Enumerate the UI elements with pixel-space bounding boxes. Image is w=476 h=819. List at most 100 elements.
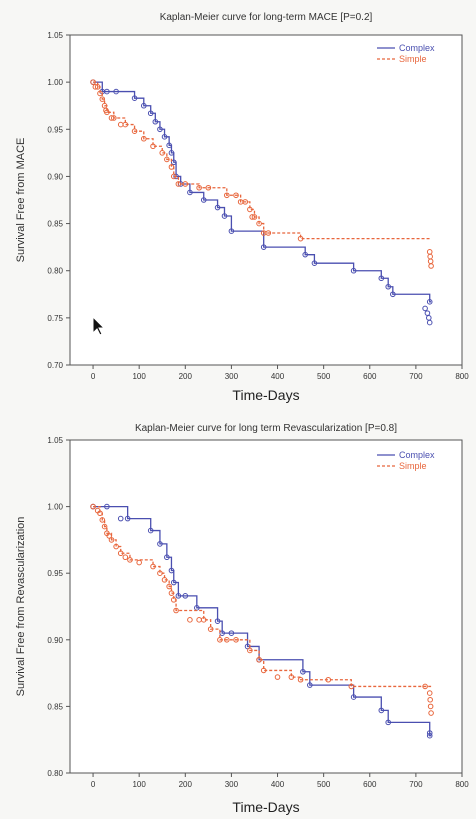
chart-1-legend-label-simple: Simple [399,54,427,64]
chart-1-series-complex-point [173,173,179,180]
chart-2-series-simple-censor-mark [274,674,281,680]
chart-1-series-complex-point [260,244,267,250]
chart-2-legend-label-simple: Simple [399,461,427,471]
chart-1-series-simple-point [150,143,156,150]
chart-1-series-simple-point [94,84,101,90]
chart-2-legend-label-complex: Complex [399,450,435,460]
chart-1-series-simple-point [247,206,253,213]
chart-2-series-simple-censor-mark [422,683,428,690]
chart-1-series-simple-point [256,220,262,227]
chart-2-x-tick-label: 600 [363,780,377,789]
chart-2-series-simple-censor-mark [224,637,230,643]
chart-1-series-simple-point [159,150,166,156]
chart-1-y-tick-label: 0.70 [47,361,63,370]
chart-2-series-complex-censor-mark [117,515,124,522]
chart-2: Kaplan-Meier curve for long term Revascu… [15,423,469,815]
chart-1-x-tick-label: 400 [271,372,285,381]
chart-1-series-complex-point [157,126,163,133]
chart-1-series-simple-censor-mark [242,199,249,205]
chart-1: Kaplan-Meier curve for long-term MACE [P… [15,12,469,403]
chart-2-series-complex-point [168,567,175,574]
chart-1-series-complex-censor-mark [113,88,119,95]
chart-2-series-simple-line [93,505,432,688]
chart-2-series-complex-censor-mark [104,503,110,510]
chart-2-series-complex-point [164,554,170,561]
chart-1-legend-label-complex: Complex [399,43,435,53]
chart-2-y-tick-label: 1.00 [47,503,63,512]
chart-1-series-simple-point [140,135,147,142]
chart-1-series-simple-point [168,164,175,170]
chart-2-series-simple-censor-mark [233,637,239,643]
chart-1-series-complex-point [152,118,159,125]
chart-1-series-complex-point [350,267,357,274]
chart-2-series-complex-point [124,515,131,522]
chart-1-series-complex-point [390,291,396,298]
chart-2-series-simple-point [170,597,177,603]
chart-2-series-simple-point [90,503,96,510]
chart-2-series-complex-point [426,732,433,739]
chart-1-series-complex-censor-mark [426,319,433,326]
chart-2-series-simple-censor-mark [122,554,129,561]
chart-2-series-complex-censor-mark [228,630,235,636]
chart-2-x-axis-label: Time-Days [232,799,299,815]
chart-2-x-tick-label: 300 [225,780,239,789]
chart-1-series-simple-point [90,79,96,85]
chart-1-title: Kaplan-Meier curve for long-term MACE [P… [160,12,373,23]
chart-2-series-complex-point [157,541,163,547]
chart-2-x-tick-label: 200 [179,780,193,789]
chart-1-series-simple-censor-mark [182,181,189,187]
chart-1-series-simple-point [111,115,117,121]
chart-1-y-tick-label: 0.75 [47,314,63,323]
chart-1-x-tick-label: 300 [225,372,239,381]
chart-2-x-tick-label: 700 [409,780,423,789]
chart-1-y-axis-label: Survival Free from MACE [15,138,27,263]
chart-1-series-complex-point [166,142,172,149]
mouse-pointer-icon [92,316,106,336]
chart-2-series-simple-point [247,647,253,654]
chart-1-y-tick-label: 0.85 [47,220,63,229]
chart-1-series-simple-point [170,173,177,180]
chart-1-x-tick-label: 100 [132,372,146,381]
chart-2-title: Kaplan-Meier curve for long term Revascu… [135,423,397,434]
chart-1-series-simple-censor-mark [233,192,239,199]
chart-1-series-simple-censor-mark [249,214,255,220]
chart-1-plot-area [69,34,463,366]
chart-2-series-simple-point [288,674,295,680]
chart-1-y-tick-label: 1.00 [47,78,63,87]
chart-1-series-simple-censor-mark [92,84,99,90]
chart-2-series-simple-censor-mark [106,533,112,539]
chart-2-y-tick-label: 0.80 [47,769,63,778]
chart-1-series-complex-point [170,159,177,166]
chart-1-series-simple-point [164,156,170,163]
chart-2-series-simple-point [157,570,163,577]
chart-2-series-simple-point [166,583,172,590]
chart-1-series-complex-point [214,204,221,211]
chart-2-y-tick-label: 0.95 [47,569,63,578]
chart-1-y-tick-label: 1.05 [47,31,63,40]
chart-1-series-complex-point [187,189,193,196]
chart-1-series-complex-point [147,110,154,117]
chart-1-series-complex-point [311,260,318,266]
chart-1-series-complex-point [131,95,138,101]
chart-1-x-tick-label: 700 [409,372,423,381]
chart-1-series-complex-point [161,134,168,140]
chart-2-series-simple-censor-mark [426,690,433,696]
chart-1-series-simple-point [131,128,138,134]
chart-2-series-complex-point [175,593,182,599]
chart-2-series-simple-point [348,683,355,690]
chart-1-series-simple-censor-mark [205,184,212,191]
chart-1-series-complex-point [378,275,385,282]
chart-1-series-simple-point [196,184,202,191]
chart-2-series-simple-censor-mark [427,703,434,710]
chart-1-series-simple-censor-mark [428,263,434,269]
chart-1-series-complex-point [228,228,235,234]
chart-1-series-simple-line [93,81,432,240]
chart-1-x-axis-label: Time-Days [232,387,299,403]
chart-2-series-simple-censor-mark [196,617,202,623]
chart-1-series-simple-point [297,235,304,242]
chart-1-series-simple-censor-mark [103,107,109,114]
chart-1-y-tick-label: 0.90 [47,172,63,181]
chart-2-series-simple-point [217,637,223,643]
chart-2-series-complex-point [300,668,306,675]
chart-1-series-simple-point [224,192,230,199]
